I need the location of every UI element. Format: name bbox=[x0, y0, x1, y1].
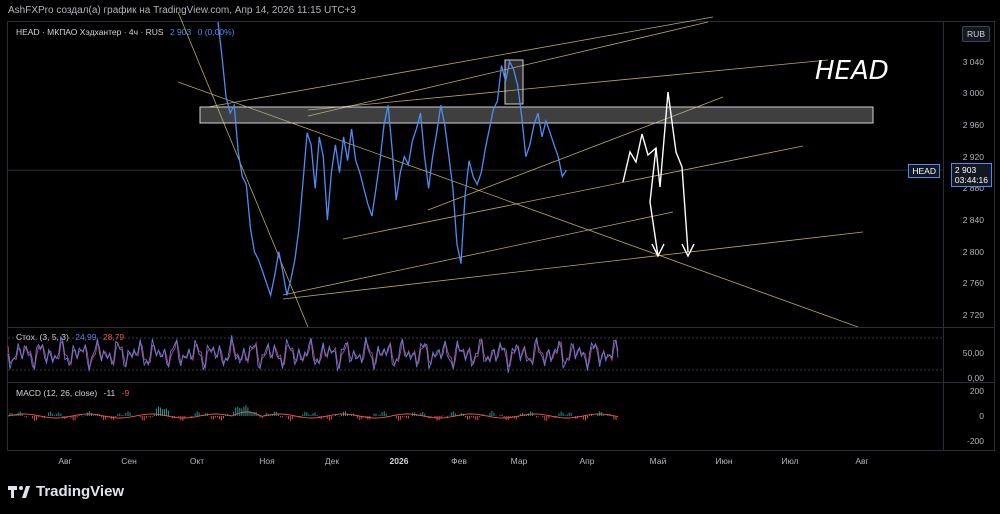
stoch-tick-1: 0,00 bbox=[967, 373, 984, 383]
price-chart-svg bbox=[8, 11, 944, 328]
trendline-7 bbox=[207, 16, 714, 108]
last-price-tag: 2 903 03:44:16 bbox=[950, 163, 992, 188]
legend-price: 2 903 bbox=[169, 27, 192, 37]
macd-tick-2: -200 bbox=[966, 436, 984, 446]
time-label-5: 2026 bbox=[389, 456, 409, 466]
stoch-k-value: 24,99 bbox=[75, 332, 97, 342]
price-scale[interactable]: RUB 3 040 3 000 2 960 2 920 2 880 2 840 2 800 2… bbox=[943, 22, 994, 327]
time-label-1: Сен bbox=[121, 456, 137, 466]
last-price-value: 2 903 bbox=[954, 165, 977, 176]
trendline-5 bbox=[427, 96, 724, 211]
stochastic-svg bbox=[7, 335, 944, 373]
stoch-legend: Стох. (3, 5, 3) 24,99 28,79 bbox=[16, 332, 128, 342]
author-caption: AshFXPro создал(а) график на TradingView… bbox=[8, 5, 356, 16]
time-label-7: Мар bbox=[510, 456, 528, 466]
price-tick-7: 2 760 bbox=[962, 278, 984, 289]
price-tick-8: 2 720 bbox=[962, 310, 984, 321]
price-tick-3: 2 920 bbox=[962, 151, 984, 162]
trendline-0 bbox=[177, 11, 309, 328]
stoch-k-line bbox=[7, 335, 619, 373]
price-tick-5: 2 840 bbox=[962, 215, 984, 226]
time-label-6: Фев bbox=[451, 456, 467, 466]
legend-change: 0 (0,00%) bbox=[197, 27, 235, 37]
price-tick-4: 2 880 bbox=[962, 183, 984, 194]
time-label-4: Дек bbox=[324, 456, 340, 466]
price-tick-0: 3 040 bbox=[962, 56, 984, 67]
macd-svg bbox=[7, 405, 619, 421]
stoch-d-value: 28,79 bbox=[102, 332, 125, 342]
price-name-label: HEAD bbox=[908, 164, 940, 179]
stoch-name: Стох. (3, 5, 3) bbox=[16, 332, 69, 342]
currency-button[interactable]: RUB bbox=[962, 26, 990, 42]
time-label-12: Авг bbox=[855, 456, 869, 466]
trendline-3 bbox=[282, 211, 674, 296]
macd-tick-0: 200 bbox=[969, 386, 984, 396]
macd-tick-1: 0 bbox=[979, 411, 984, 421]
time-label-8: Апр bbox=[579, 456, 595, 466]
tradingview-logo-icon bbox=[8, 485, 30, 498]
macd-panel[interactable]: MACD (12, 26, close) -11 -9 200 0 -200 bbox=[7, 382, 995, 451]
macd-signal-line bbox=[7, 411, 619, 419]
price-panel[interactable]: HEAD · МКПАО Хэдхантер · 4ч · RUS 2 903 … bbox=[7, 11, 995, 328]
price-tick-6: 2 800 bbox=[962, 246, 984, 257]
bar-timer: 03:44:16 bbox=[954, 175, 988, 186]
time-label-11: Июл bbox=[781, 456, 799, 466]
symbol-legend: HEAD · МКПАО Хэдхантер · 4ч · RUS 2 903 … bbox=[16, 27, 238, 37]
macd-value-1: -11 bbox=[103, 388, 116, 398]
trendline-2 bbox=[282, 231, 864, 300]
projection-arrow-a bbox=[651, 243, 665, 258]
macd-scale[interactable]: 200 0 -200 bbox=[943, 383, 994, 450]
macd-legend: MACD (12, 26, close) -11 -9 bbox=[16, 388, 133, 398]
projection-arrow-b bbox=[681, 243, 695, 258]
stoch-tick-0: 50,00 bbox=[962, 348, 984, 358]
time-label-10: Июн bbox=[715, 456, 733, 466]
stoch-scale[interactable]: 50,00 0,00 bbox=[943, 328, 994, 383]
resistance-zone bbox=[199, 106, 874, 124]
resistance-box-small bbox=[504, 59, 524, 105]
time-label-9: Май bbox=[649, 456, 667, 466]
projection-path-b bbox=[649, 147, 659, 257]
symbol-title: HEAD · МКПАО Хэдхантер · 4ч · RUS bbox=[16, 27, 164, 37]
stochastic-panel[interactable]: Стох. (3, 5, 3) 24,99 28,79 50,00 0,00 bbox=[7, 327, 995, 383]
logo-text: TradingView bbox=[36, 483, 125, 500]
time-label-0: Авг bbox=[58, 456, 72, 466]
time-label-3: Ноя bbox=[259, 456, 275, 466]
macd-name: MACD (12, 26, close) bbox=[16, 388, 98, 398]
price-tick-1: 3 000 bbox=[962, 88, 984, 99]
tradingview-logo[interactable]: TradingView bbox=[8, 483, 124, 500]
head-annotation: HEAD bbox=[815, 56, 889, 86]
price-line bbox=[217, 21, 567, 298]
trendline-8 bbox=[307, 59, 829, 111]
macd-value-2: -9 bbox=[121, 388, 130, 398]
price-tick-2: 2 960 bbox=[962, 119, 984, 130]
trendline-4 bbox=[342, 145, 804, 240]
time-axis[interactable]: Авг Сен Окт Ноя Дек 2026 Фев Мар Апр Май Июн Июл Авг bbox=[7, 449, 943, 471]
time-label-2: Окт bbox=[189, 456, 205, 466]
